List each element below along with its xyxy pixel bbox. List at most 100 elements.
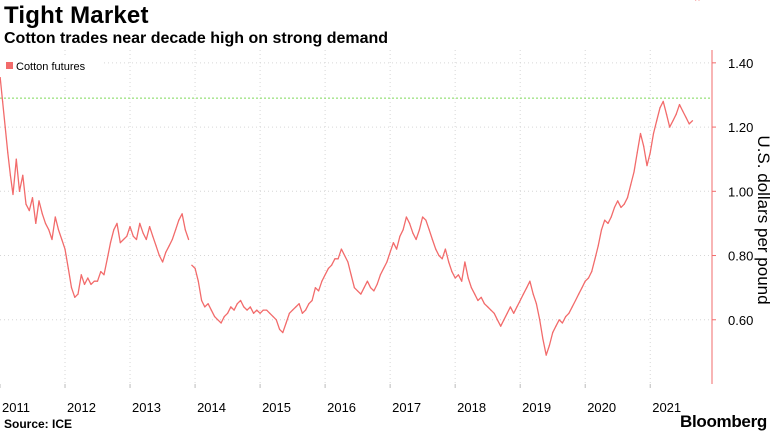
series-line-segment-0 — [0, 75, 190, 298]
data-point — [70, 287, 73, 289]
data-point — [441, 258, 443, 260]
data-point — [90, 283, 92, 285]
data-point — [594, 258, 596, 260]
data-point — [578, 293, 580, 295]
data-point — [178, 219, 180, 221]
data-point — [353, 287, 355, 289]
data-point — [383, 267, 385, 269]
data-point — [106, 258, 108, 260]
data-point — [561, 322, 564, 324]
data-point — [350, 274, 352, 276]
data-point — [311, 299, 313, 302]
data-point — [288, 312, 290, 314]
data-point — [542, 338, 544, 340]
data-point — [191, 264, 193, 266]
data-point — [409, 222, 411, 224]
data-point — [558, 319, 560, 321]
data-point — [93, 280, 95, 282]
data-point — [435, 248, 437, 250]
data-point — [522, 293, 525, 295]
x-axis-ticks: 2011 2012 2013 2014 2015 2016 2017 2018 2019 2020… — [0, 384, 681, 415]
data-point — [116, 222, 118, 224]
data-point — [464, 261, 466, 263]
data-point — [675, 113, 677, 115]
data-point — [155, 245, 157, 247]
data-point — [532, 293, 534, 295]
data-point — [646, 165, 648, 167]
data-point — [662, 100, 664, 102]
x-tick-label-0: 2011 — [2, 400, 30, 415]
data-point — [207, 303, 209, 305]
data-point — [292, 309, 294, 311]
data-point — [620, 206, 622, 208]
data-point — [25, 203, 27, 205]
data-point — [83, 283, 86, 285]
x-tick-label-6: 2017 — [392, 400, 421, 415]
data-point — [51, 238, 53, 241]
data-point — [636, 152, 638, 154]
x-tick-label-2: 2013 — [132, 400, 161, 415]
data-point — [555, 325, 557, 327]
data-point — [181, 213, 183, 215]
data-point — [597, 245, 599, 247]
data-point — [168, 245, 170, 247]
data-point — [298, 303, 300, 305]
data-point — [259, 312, 261, 314]
data-point — [275, 319, 277, 321]
data-point — [61, 238, 63, 241]
data-point — [210, 309, 212, 311]
data-point — [529, 280, 531, 282]
data-point — [422, 216, 424, 218]
data-point — [623, 203, 625, 205]
data-point — [633, 171, 635, 173]
data-point — [600, 229, 603, 231]
data-point — [126, 235, 128, 237]
data-point — [405, 216, 407, 218]
data-point — [490, 309, 492, 311]
data-point — [506, 312, 508, 314]
data-point — [392, 242, 394, 244]
data-point — [535, 303, 538, 305]
data-point — [688, 123, 690, 125]
data-point — [587, 277, 590, 279]
data-point — [376, 283, 378, 285]
data-point — [171, 238, 173, 241]
data-point — [7, 152, 9, 154]
data-point — [220, 322, 222, 324]
data-point — [272, 316, 274, 318]
data-point — [305, 309, 307, 311]
data-point — [545, 354, 547, 356]
data-point — [119, 242, 121, 244]
data-point — [568, 312, 570, 314]
data-point — [262, 309, 264, 311]
data-point — [610, 216, 612, 218]
data-point — [15, 158, 17, 160]
data-point — [113, 229, 115, 231]
series-cotton-futures — [0, 0, 700, 356]
x-tick-label-7: 2018 — [457, 400, 486, 415]
data-point — [389, 251, 391, 253]
data-point — [165, 251, 167, 253]
data-point — [509, 306, 511, 308]
data-point — [626, 197, 629, 199]
data-point — [269, 312, 271, 314]
data-point — [18, 190, 21, 192]
data-point — [122, 238, 125, 241]
data-point — [44, 222, 47, 224]
data-point — [217, 319, 219, 321]
data-point — [474, 293, 476, 295]
data-point — [363, 287, 365, 289]
data-point — [344, 254, 346, 257]
data-point — [487, 306, 489, 308]
data-point — [402, 229, 404, 231]
data-point — [386, 261, 388, 263]
data-point — [412, 232, 414, 234]
data-point — [142, 232, 144, 234]
data-point — [604, 219, 606, 221]
x-tick-label-1: 2012 — [67, 400, 96, 415]
source-note: Source: ICE — [4, 417, 73, 431]
data-point — [552, 332, 554, 334]
data-point — [682, 110, 684, 112]
data-point — [87, 277, 89, 279]
data-point — [415, 238, 417, 241]
